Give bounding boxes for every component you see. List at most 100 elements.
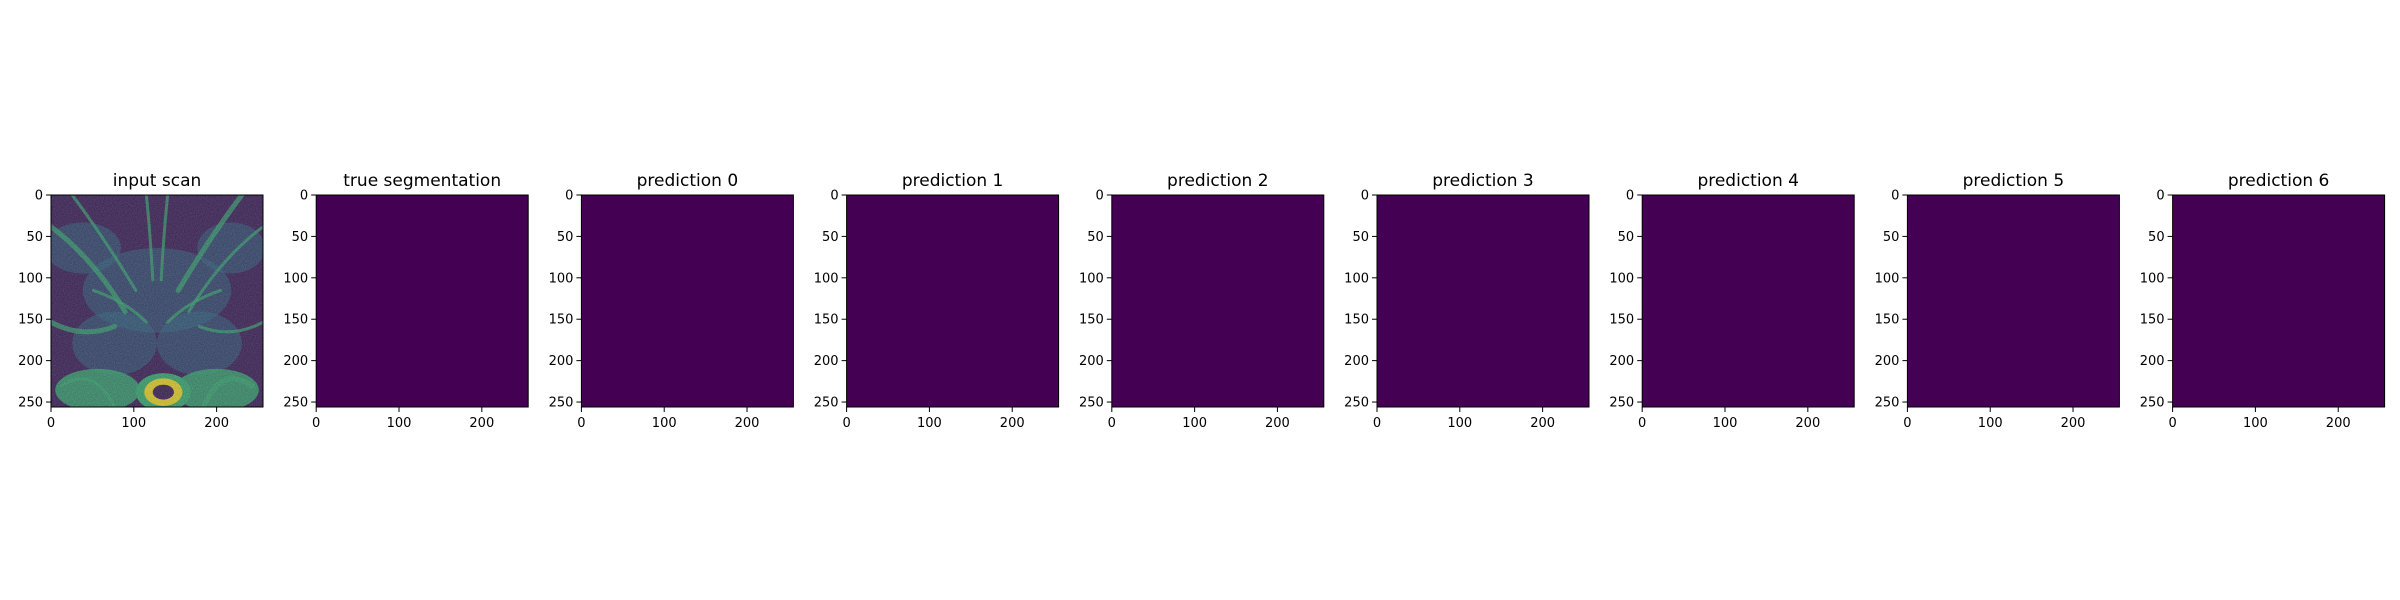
axes-frame: [315, 194, 529, 408]
x-tick-label: 0: [1108, 416, 1116, 431]
axes-frame: [1906, 194, 2120, 408]
y-tick-label: 250: [2140, 396, 2165, 411]
mask-image: [1642, 195, 1855, 407]
mask-image: [581, 195, 794, 407]
x-tick-label: 200: [2326, 416, 2351, 431]
axes-frame: [50, 194, 264, 408]
y-tick-label: 200: [1344, 354, 1369, 369]
panel-title: prediction 1: [902, 171, 1004, 191]
y-tick-label: 100: [283, 271, 308, 286]
y-tick-label: 200: [814, 354, 839, 369]
panel-title: prediction 2: [1167, 171, 1269, 191]
y-tick-label: 0: [1891, 189, 1899, 204]
y-tick-label: 250: [1079, 396, 1104, 411]
y-tick-label: 150: [283, 313, 308, 328]
y-tick-label: 0: [2156, 189, 2164, 204]
panel-prediction-4: prediction 4 0 100 200 0 50 100 150 200 250: [1609, 171, 1855, 431]
x-tick-label: 100: [121, 416, 146, 431]
y-tick-label: 50: [1087, 230, 1104, 245]
mask-image: [316, 195, 529, 407]
y-tick-label: 50: [822, 230, 839, 245]
panel-prediction-0: prediction 0 0 100 200 0 50 100 150 200 250: [549, 171, 794, 431]
y-tick-label: 0: [565, 189, 573, 204]
panel-prediction-3: prediction 3 0 100 200 0 50 100 150 200 250: [1344, 171, 1590, 431]
y-tick-label: 150: [18, 313, 43, 328]
y-tick-label: 200: [2140, 354, 2165, 369]
x-tick-label: 0: [1903, 416, 1911, 431]
x-tick-label: 100: [652, 416, 677, 431]
axes-frame: [846, 194, 1060, 408]
y-tick-label: 200: [1609, 354, 1634, 369]
y-tick-label: 0: [1361, 189, 1369, 204]
panel-title: prediction 6: [2228, 171, 2330, 191]
mask-image: [1907, 195, 2120, 407]
x-tick-label: 100: [2243, 416, 2268, 431]
y-tick-label: 150: [1609, 313, 1634, 328]
x-tick-label: 200: [204, 416, 229, 431]
mask-image: [846, 195, 1059, 407]
y-tick-label: 200: [1079, 354, 1104, 369]
y-tick-label: 200: [18, 354, 43, 369]
y-tick-label: 150: [1079, 313, 1104, 328]
panel-true-segmentation: true segmentation 0 100 200 0 50 100 150 200 250: [283, 171, 529, 431]
x-tick-label: 200: [1000, 416, 1025, 431]
y-tick-label: 100: [1079, 271, 1104, 286]
axes-frame: [1641, 194, 1855, 408]
y-tick-label: 50: [1618, 230, 1635, 245]
y-tick-label: 0: [35, 189, 43, 204]
mask-image: [1377, 195, 1589, 407]
y-tick-label: 150: [2140, 313, 2165, 328]
axes-frame: [1111, 194, 1325, 408]
x-tick-label: 100: [1182, 416, 1207, 431]
panel-prediction-1: prediction 1 0 100 200 0 50 100 150 200 250: [814, 171, 1060, 431]
x-tick-label: 100: [1713, 416, 1738, 431]
axes-frame: [580, 194, 794, 408]
x-tick-label: 200: [2061, 416, 2086, 431]
x-tick-label: 0: [842, 416, 850, 431]
x-tick-label: 0: [577, 416, 585, 431]
y-tick-label: 50: [1883, 230, 1900, 245]
y-tick-label: 200: [283, 354, 308, 369]
panel-prediction-2: prediction 2 0 100 200 0 50 100 150 200 250: [1079, 171, 1325, 431]
mask-image: [1111, 195, 1324, 407]
y-tick-label: 250: [18, 396, 43, 411]
x-tick-label: 200: [1530, 416, 1555, 431]
x-tick-label: 0: [1638, 416, 1646, 431]
y-tick-label: 100: [1875, 271, 1900, 286]
y-tick-label: 150: [814, 313, 839, 328]
x-tick-label: 100: [917, 416, 942, 431]
x-tick-label: 200: [469, 416, 494, 431]
axes-frame: [2172, 194, 2386, 408]
panel-title: prediction 3: [1432, 171, 1534, 191]
scan-image: [51, 195, 263, 407]
x-tick-label: 0: [2168, 416, 2176, 431]
y-tick-label: 0: [1626, 189, 1634, 204]
y-tick-label: 50: [2148, 230, 2165, 245]
x-tick-label: 200: [1795, 416, 1820, 431]
y-tick-label: 250: [1344, 396, 1369, 411]
y-tick-label: 50: [1352, 230, 1369, 245]
panel-title: input scan: [113, 171, 202, 191]
panel-title: true segmentation: [343, 171, 501, 191]
panel-input-scan: input scan 0 100 200 0 50 100 150 200 250: [18, 171, 264, 431]
mask-image: [2172, 195, 2385, 407]
y-tick-label: 0: [1096, 189, 1104, 204]
x-tick-label: 100: [387, 416, 412, 431]
y-tick-label: 0: [300, 189, 308, 204]
x-tick-label: 0: [1373, 416, 1381, 431]
y-tick-label: 0: [830, 189, 838, 204]
panel-prediction-6: prediction 6 0 100 200 0 50 100 150 200 250: [2140, 171, 2386, 431]
y-tick-label: 150: [1344, 313, 1369, 328]
panel-prediction-5: prediction 5 0 100 200 0 50 100 150 200 250: [1875, 171, 2120, 431]
y-tick-label: 200: [1875, 354, 1900, 369]
y-tick-label: 150: [1875, 313, 1900, 328]
y-tick-label: 50: [292, 230, 309, 245]
x-tick-label: 100: [1447, 416, 1472, 431]
y-tick-label: 100: [549, 271, 574, 286]
y-tick-label: 100: [18, 271, 43, 286]
panel-title: prediction 0: [637, 171, 739, 191]
y-tick-label: 150: [549, 313, 574, 328]
y-tick-label: 250: [1875, 396, 1900, 411]
y-tick-label: 100: [2140, 271, 2165, 286]
